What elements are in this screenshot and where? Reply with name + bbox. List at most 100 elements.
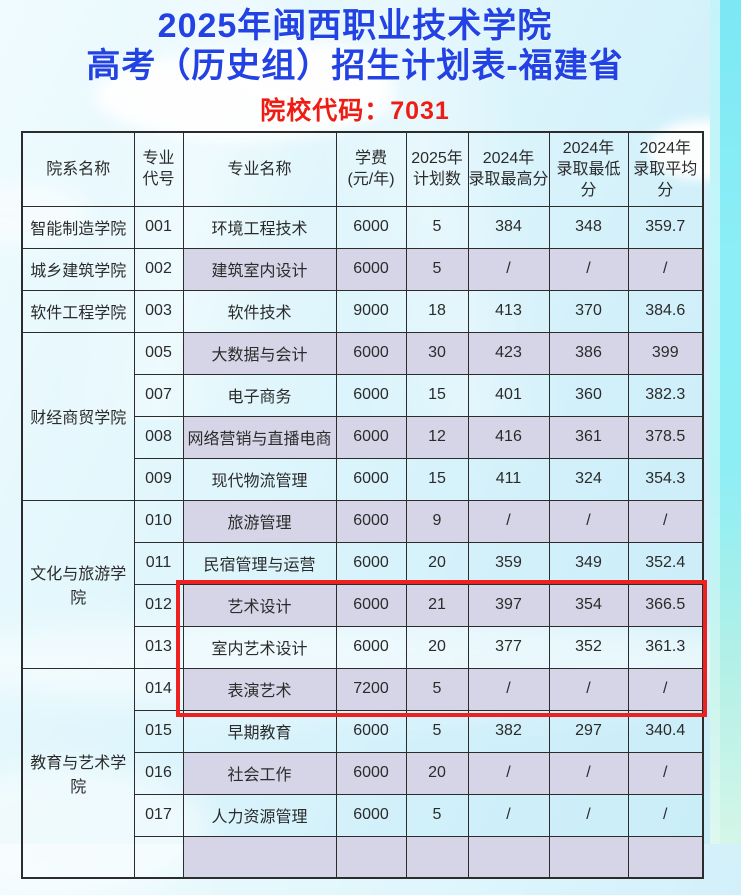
avg-score-cell: 354.3 xyxy=(627,457,704,501)
min-score-cell: 349 xyxy=(548,541,629,585)
avg-score-cell: 399 xyxy=(627,331,704,375)
fee-cell: 6000 xyxy=(335,793,407,837)
table-row: 智能制造学院 001 环境工程技术 6000 5 384 348 359.7 xyxy=(21,205,704,249)
major-code-cell xyxy=(133,835,184,879)
min-score-cell: 297 xyxy=(548,709,629,753)
fee-cell: 6000 xyxy=(335,625,407,669)
table-row: 城乡建筑学院 002 建筑室内设计 6000 5// / xyxy=(21,247,704,291)
plan-count-cell: 5 xyxy=(405,793,469,837)
plan-count-cell: 12 xyxy=(405,415,469,459)
column-header: 专业名称 xyxy=(182,131,337,207)
major-code-cell: 015 xyxy=(133,709,184,753)
department-cell: 文化与旅游学院 xyxy=(21,499,135,669)
min-score-cell: / xyxy=(548,793,629,837)
avg-score-cell: 359.7 xyxy=(627,205,704,249)
max-score-cell: / xyxy=(467,499,550,543)
max-score-cell: / xyxy=(467,247,550,291)
avg-score-cell: 384.6 xyxy=(627,289,704,333)
column-header: 2024年 录取最高分 xyxy=(467,131,550,207)
fee-cell: 6000 xyxy=(335,247,407,291)
major-code-cell: 005 xyxy=(133,331,184,375)
avg-score-cell xyxy=(627,835,704,879)
min-score-cell: 348 xyxy=(548,205,629,249)
max-score-cell: 359 xyxy=(467,541,550,585)
max-score-cell: 413 xyxy=(467,289,550,333)
avg-score-cell: 340.4 xyxy=(627,709,704,753)
department-cell: 教育与艺术学院 xyxy=(21,667,135,879)
max-score-cell: / xyxy=(467,793,550,837)
department-cell: 城乡建筑学院 xyxy=(21,247,135,291)
major-code-cell: 012 xyxy=(133,583,184,627)
max-score-cell: 384 xyxy=(467,205,550,249)
fee-cell: 6000 xyxy=(335,709,407,753)
plan-count-cell: 15 xyxy=(405,373,469,417)
min-score-cell: / xyxy=(548,751,629,795)
min-score-cell: 386 xyxy=(548,331,629,375)
major-name-cell: 软件技术 xyxy=(182,289,337,333)
min-score-cell: 360 xyxy=(548,373,629,417)
major-code-cell: 009 xyxy=(133,457,184,501)
max-score-cell: 401 xyxy=(467,373,550,417)
avg-score-cell: 361.3 xyxy=(627,625,704,669)
major-code-cell: 002 xyxy=(133,247,184,291)
fee-cell: 6000 xyxy=(335,499,407,543)
major-name-cell: 室内艺术设计 xyxy=(182,625,337,669)
title-block: 2025年闽西职业技术学院 高考（历史组）招生计划表-福建省 院校代码：7031 xyxy=(0,6,710,127)
table-row: 016 社会工作 6000 20// / xyxy=(22,751,704,795)
table-body: 智能制造学院 001 环境工程技术 6000 5 384 348 359.7 城乡建筑学院 002… xyxy=(21,205,704,879)
table-header-row: 院系名称 专业 代号 专业名称 学费 (元/年) 2025年 计划数 2024年 录取最高… xyxy=(21,131,704,207)
right-edge-decoration xyxy=(710,0,741,844)
fee-cell: 6000 xyxy=(335,331,407,375)
table-row: 教育与艺术学院 014 表演艺术 7200 5// / xyxy=(21,667,704,879)
fee-cell: 6000 xyxy=(335,457,407,501)
avg-score-cell: / xyxy=(627,667,704,711)
plan-count-cell: 15 xyxy=(405,457,469,501)
min-score-cell: / xyxy=(548,499,629,543)
table-row: 009 现代物流管理 6000 15 411 324 354.3 xyxy=(22,457,704,501)
avg-score-cell: / xyxy=(627,499,704,543)
table-row: 007 电子商务 6000 15 401 360 382.3 xyxy=(22,373,704,417)
major-code-cell: 008 xyxy=(133,415,184,459)
admission-table: 院系名称 专业 代号 专业名称 学费 (元/年) 2025年 计划数 2024年 录取最高… xyxy=(21,131,704,879)
plan-count-cell: 5 xyxy=(405,247,469,291)
fee-cell: 9000 xyxy=(335,289,407,333)
plan-count-cell: 18 xyxy=(405,289,469,333)
avg-score-cell: / xyxy=(627,247,704,291)
plan-count-cell: 20 xyxy=(405,625,469,669)
major-name-cell: 社会工作 xyxy=(182,751,337,795)
school-code-label: 院校代码：7031 xyxy=(260,97,450,126)
max-score-cell xyxy=(467,835,550,879)
major-name-cell xyxy=(182,835,337,879)
avg-score-cell: / xyxy=(627,793,704,837)
min-score-cell: 370 xyxy=(548,289,629,333)
avg-score-cell: 366.5 xyxy=(627,583,704,627)
column-header: 学费 (元/年) xyxy=(335,131,407,207)
max-score-cell: 377 xyxy=(467,625,550,669)
max-score-cell: 397 xyxy=(467,583,550,627)
major-code-cell: 016 xyxy=(133,751,184,795)
min-score-cell: 361 xyxy=(548,415,629,459)
plan-count-cell xyxy=(405,835,469,879)
major-code-cell: 007 xyxy=(133,373,184,417)
max-score-cell: / xyxy=(467,667,550,711)
min-score-cell xyxy=(548,835,629,879)
fee-cell: 6000 xyxy=(335,583,407,627)
major-name-cell: 网络营销与直播电商 xyxy=(182,415,337,459)
max-score-cell: 382 xyxy=(467,709,550,753)
min-score-cell: 352 xyxy=(548,625,629,669)
table-row: 012 艺术设计 6000 21 397 354 366.5 xyxy=(22,583,704,627)
column-header: 2024年 录取平均分 xyxy=(627,131,704,207)
min-score-cell: / xyxy=(548,247,629,291)
max-score-cell: 411 xyxy=(467,457,550,501)
avg-score-cell: 352.4 xyxy=(627,541,704,585)
major-code-cell: 017 xyxy=(133,793,184,837)
fee-cell: 7200 xyxy=(335,667,407,711)
department-cell: 财经商贸学院 xyxy=(21,331,135,501)
column-header: 专业 代号 xyxy=(133,131,184,207)
column-header: 2025年 计划数 xyxy=(405,131,469,207)
plan-count-cell: 20 xyxy=(405,751,469,795)
table-row: 文化与旅游学院 010 旅游管理 6000 9// / xyxy=(21,499,704,669)
major-name-cell: 大数据与会计 xyxy=(182,331,337,375)
plan-count-cell: 20 xyxy=(405,541,469,585)
plan-count-cell: 21 xyxy=(405,583,469,627)
